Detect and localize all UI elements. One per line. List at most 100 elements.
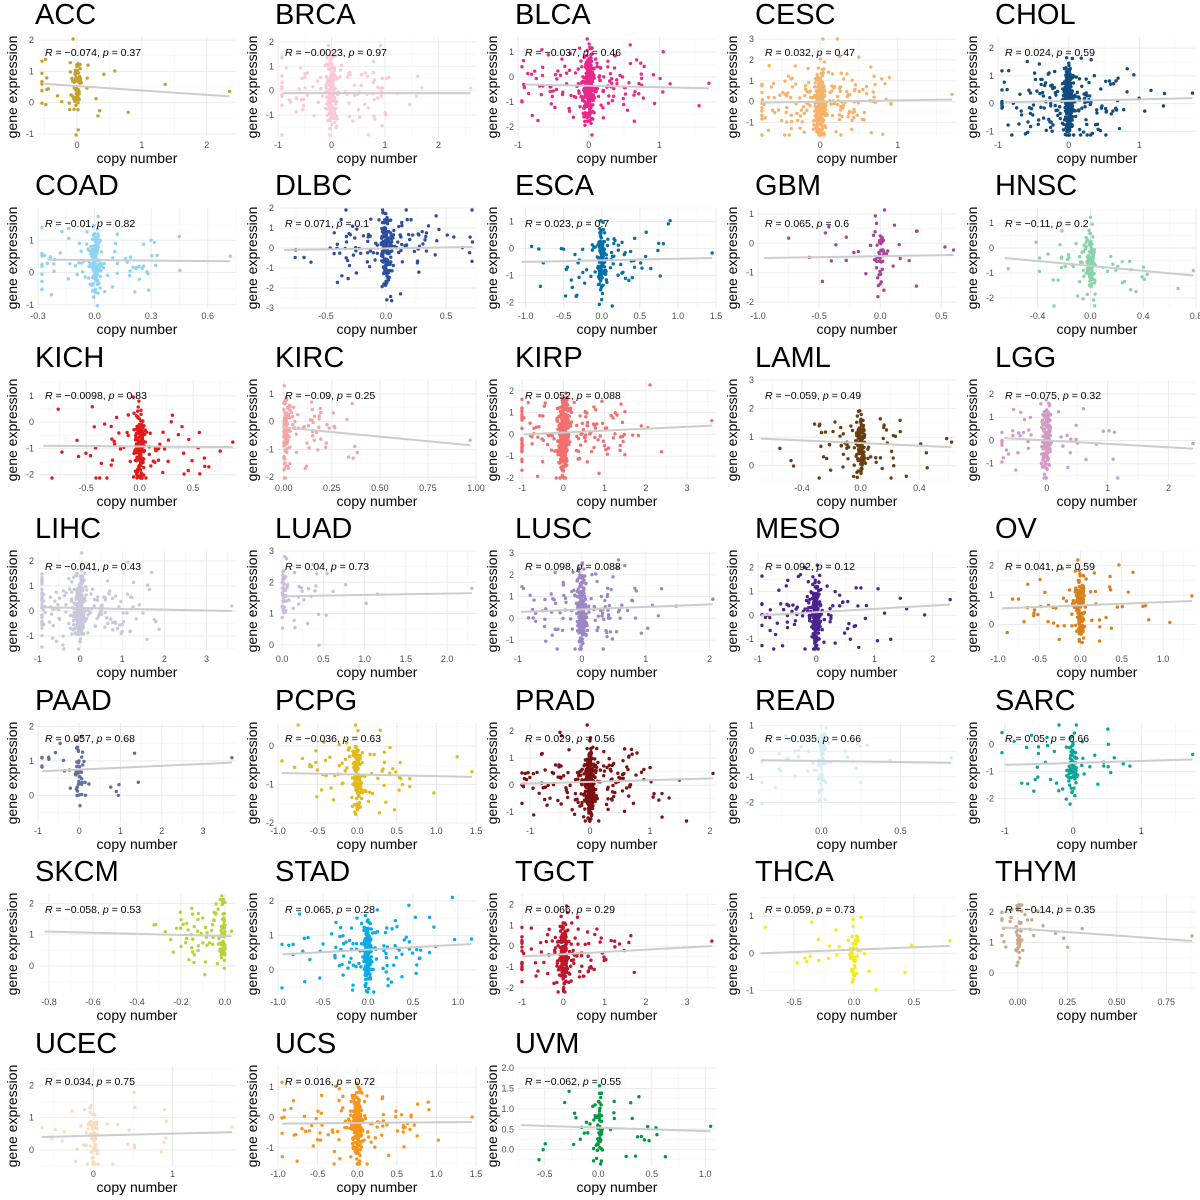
data-point — [1045, 448, 1049, 453]
data-point — [563, 438, 567, 442]
p-value: = 0.1 — [343, 218, 370, 230]
data-point — [96, 237, 100, 242]
data-point — [809, 95, 813, 100]
data-point — [131, 395, 135, 399]
data-point — [76, 108, 80, 112]
regression-line — [42, 606, 232, 613]
scatter-plot: 0.00 0.25 0.50 0.75 1.00-2-101 R = −0.09, p =… — [244, 378, 485, 508]
data-point — [760, 114, 764, 118]
data-point — [1023, 132, 1028, 136]
data-point — [379, 94, 384, 98]
x-axis-label: copy number — [337, 664, 418, 680]
data-point — [1053, 103, 1057, 108]
data-point — [75, 273, 79, 277]
regression-line — [283, 246, 473, 252]
data-point — [950, 92, 954, 97]
data-point — [820, 89, 824, 93]
panel-lgg: LGG 0 1 2 -1 0 1 2 R = −0.075, p = 0.32 copy numb… — [960, 342, 1200, 514]
data-point — [385, 219, 390, 224]
data-point — [96, 614, 101, 619]
data-point — [552, 436, 556, 441]
y-tick-label: 2 — [269, 37, 274, 47]
data-point — [294, 110, 299, 114]
x-tick-label: 2 — [204, 140, 209, 150]
x-axis-label: copy number — [1057, 150, 1138, 166]
r-symbol: R — [285, 390, 293, 402]
x-tick-label: 0.0 — [88, 311, 101, 321]
data-point — [1084, 457, 1088, 461]
data-point — [637, 81, 641, 86]
data-point — [558, 457, 563, 461]
data-point — [75, 619, 80, 623]
y-tick-label: -2 — [506, 298, 514, 308]
data-point — [856, 427, 861, 432]
data-point — [878, 272, 883, 277]
data-point — [581, 98, 585, 103]
data-point — [1048, 101, 1053, 105]
data-point — [580, 611, 584, 616]
data-point — [324, 95, 329, 99]
data-point — [620, 603, 624, 608]
data-point — [356, 107, 361, 112]
data-point — [1046, 431, 1051, 436]
data-point — [43, 57, 48, 62]
r-symbol: R — [45, 390, 53, 402]
data-point — [562, 443, 566, 448]
data-point — [1116, 76, 1120, 80]
data-point — [790, 85, 795, 89]
data-point — [1112, 430, 1117, 434]
data-point — [389, 234, 394, 238]
data-point — [873, 82, 877, 87]
data-point — [329, 94, 334, 99]
data-point — [137, 427, 142, 431]
data-point — [334, 102, 338, 106]
data-point — [856, 456, 860, 461]
x-axis-label: copy number — [337, 321, 418, 337]
data-point — [1032, 71, 1037, 75]
data-point — [818, 94, 822, 98]
data-point — [366, 240, 370, 244]
y-tick-label: 1 — [269, 389, 274, 399]
data-point — [591, 422, 596, 426]
data-point — [76, 454, 81, 459]
data-point — [1016, 431, 1021, 435]
data-point — [562, 450, 566, 454]
data-point — [317, 416, 321, 421]
data-point — [75, 94, 80, 98]
y-tick-label: -2 — [986, 293, 994, 303]
data-point — [578, 625, 582, 630]
y-tick-label: 3 — [269, 546, 274, 556]
data-point — [565, 265, 570, 270]
data-point — [1040, 425, 1044, 429]
data-point — [826, 70, 831, 75]
data-point — [109, 463, 113, 467]
data-point — [520, 457, 524, 461]
data-point — [889, 449, 894, 453]
data-point — [593, 270, 597, 275]
data-point — [580, 80, 584, 85]
data-point — [855, 452, 859, 456]
data-point — [623, 277, 628, 281]
data-point — [378, 86, 383, 90]
x-tick-label: -1 — [518, 483, 526, 493]
data-point — [659, 587, 664, 591]
data-point — [388, 263, 392, 267]
data-point — [98, 286, 102, 291]
data-point — [535, 474, 540, 478]
data-point — [589, 53, 593, 57]
data-point — [49, 612, 54, 617]
data-point — [1000, 460, 1004, 464]
regression-line — [44, 82, 230, 98]
data-point — [864, 272, 868, 276]
data-point — [789, 113, 794, 117]
data-point — [815, 73, 819, 77]
data-point — [882, 423, 886, 427]
data-point — [375, 252, 379, 256]
data-point — [579, 621, 583, 625]
data-point — [134, 413, 139, 418]
data-point — [559, 423, 563, 427]
data-point — [1101, 429, 1106, 433]
data-point — [338, 251, 342, 256]
data-point — [88, 283, 92, 287]
x-tick-label: 1.0 — [672, 311, 685, 321]
